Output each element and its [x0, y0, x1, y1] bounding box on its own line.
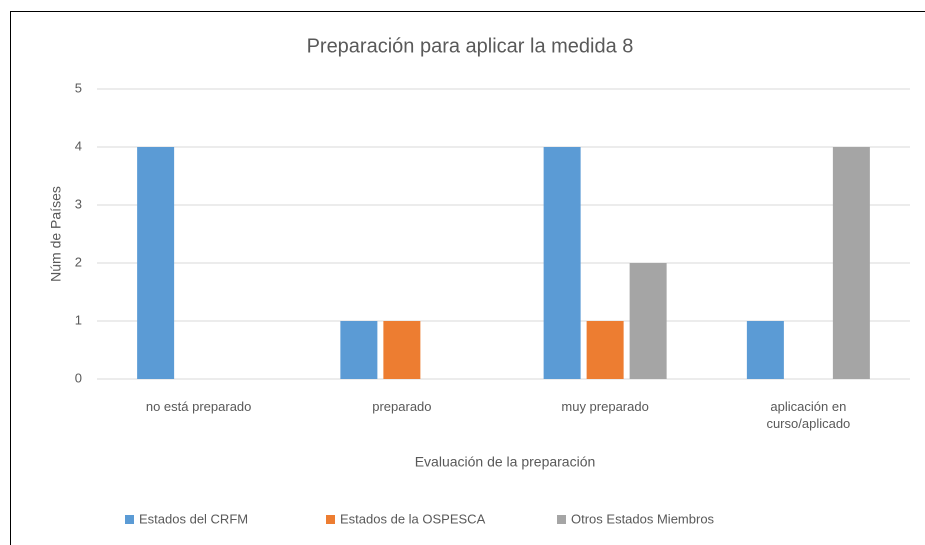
legend-label: Otros Estados Miembros	[571, 511, 715, 526]
y-tick-label: 5	[75, 80, 82, 95]
bar	[629, 263, 667, 379]
bar	[746, 321, 784, 379]
y-tick-label: 3	[75, 196, 82, 211]
x-tick-label: no está preparado	[145, 399, 252, 414]
legend-label: Estados de la OSPESCA	[340, 511, 486, 526]
legend-swatch	[557, 515, 566, 524]
chart-border	[10, 11, 925, 545]
bar	[340, 321, 378, 379]
x-tick-label: muy preparado	[561, 399, 649, 414]
bar	[383, 321, 421, 379]
y-axis-title: Núm de Países	[48, 186, 64, 282]
x-axis-title: Evaluación de la preparación	[415, 454, 596, 470]
y-tick-label: 0	[75, 370, 82, 385]
x-tick-label: preparado	[372, 399, 432, 414]
bar	[137, 147, 175, 379]
legend-label: Estados del CRFM	[139, 511, 248, 526]
y-tick-label: 4	[75, 138, 82, 153]
chart-title: Preparación para aplicar la medida 8	[307, 35, 634, 57]
y-tick-label: 1	[75, 312, 82, 327]
bar	[586, 321, 624, 379]
bar	[832, 147, 870, 379]
y-tick-label: 2	[75, 254, 82, 269]
bar	[543, 147, 581, 379]
legend-swatch	[326, 515, 335, 524]
legend-swatch	[125, 515, 134, 524]
x-tick-label: aplicación en curso/aplicado	[766, 399, 851, 431]
